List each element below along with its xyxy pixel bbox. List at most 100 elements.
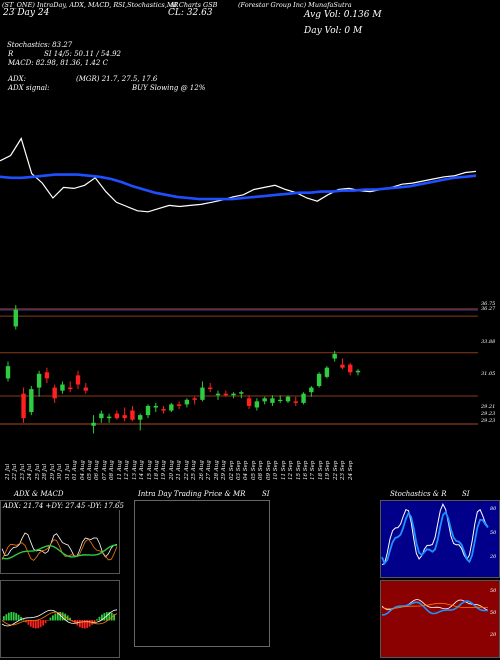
macd-histogram-bar: [39, 620, 42, 628]
candle-body: [184, 399, 190, 405]
adx-line: ADX:: [8, 75, 27, 83]
header-top-mid: SI,Stochastics,MR: [118, 1, 179, 9]
stoch-k-line: [381, 503, 489, 566]
macd-histogram-bar: [10, 612, 13, 621]
macd-histogram-bar: [69, 617, 71, 621]
candle-body: [161, 409, 166, 411]
macd-histogram-bar: [7, 612, 10, 621]
macd-histogram-bar: [88, 620, 91, 627]
ma-line-series: [0, 173, 477, 201]
macd-histogram-bar: [15, 613, 18, 621]
macd-histogram-bar: [59, 612, 62, 621]
candle-body: [122, 415, 127, 419]
macd-histogram-bar: [78, 620, 81, 628]
candle-body: [106, 416, 112, 419]
rsi-tick-label: 50: [490, 610, 497, 616]
candle-body: [278, 399, 283, 402]
price-label: 29.23: [481, 418, 496, 424]
candle-body: [231, 393, 236, 396]
macd-histogram-bar: [37, 620, 40, 629]
macd-histogram-bar: [22, 619, 25, 621]
adx-panel: ADX: 21.74 +DY: 27.45 -DY: 17.65: [0, 500, 124, 574]
macd-histogram-bar: [17, 614, 20, 621]
price-label: 36.75: [481, 301, 496, 307]
candle-body: [316, 373, 322, 387]
candle-body: [262, 398, 267, 402]
stoch-panel-si: SI: [462, 490, 470, 498]
candle-body: [52, 387, 57, 399]
candle-body: [138, 415, 143, 420]
candle-body: [21, 393, 26, 419]
avg-volume: Avg Vol: 0.136 M: [304, 10, 382, 20]
close-label: CL: 32.63: [168, 8, 213, 18]
candle-body: [91, 422, 96, 426]
macd-histogram-bar: [83, 620, 86, 629]
rsi-line-a: R: [8, 50, 14, 58]
macd-histogram-bar: [44, 620, 47, 624]
macd-histogram-bar: [71, 620, 74, 621]
adx-di-minus-line: [1, 538, 118, 561]
price-label: 36.27: [481, 306, 496, 312]
candle-body: [83, 387, 88, 391]
macd-histogram-bar: [113, 614, 116, 621]
macd-histogram-bar: [66, 615, 69, 621]
macd-histogram-bar: [93, 620, 96, 623]
macd-histogram-bar: [5, 614, 8, 621]
candle-body: [324, 367, 330, 377]
rsi-line-series: [381, 599, 489, 611]
adx-line-series: [1, 544, 117, 560]
macd-line: MACD: 82.98, 81.36, 1.42 C: [8, 59, 108, 67]
candle-body: [270, 398, 275, 403]
macd-histogram-bar: [105, 612, 108, 621]
candle-body: [332, 353, 337, 359]
stoch-line: Stochastics: 83.27: [7, 41, 73, 49]
macd-histogram-bar: [20, 616, 22, 621]
macd-histogram-bar: [86, 620, 89, 628]
candle-body: [130, 410, 135, 420]
candle-body: [176, 404, 182, 406]
header-top-right: (Forestar Group Inc) MunafaSutra: [238, 1, 352, 9]
price-label: 31.05: [481, 371, 496, 377]
header-top-left: (ST_ONE) IntraDay, ADX, MACD, R: [2, 1, 119, 9]
price-label: 29.21: [481, 404, 496, 410]
macd-histogram-bar: [61, 612, 64, 621]
candle-body: [99, 413, 104, 419]
macd-histogram-bar: [52, 615, 54, 621]
macd-histogram-bar: [47, 620, 49, 621]
macd-histogram-bar: [98, 616, 101, 621]
rsi-signal-series: [381, 602, 489, 610]
macd-panel: [0, 580, 120, 658]
intraday-panel-title: Intra Day Trading Price & MR: [138, 490, 246, 498]
price-label: 33.88: [481, 339, 496, 345]
candle-body: [301, 393, 306, 403]
candle-body: [223, 393, 228, 396]
candle-body: [36, 373, 42, 388]
rsi-tick-label: 50: [490, 588, 497, 594]
candle-body: [44, 372, 50, 379]
adx-di-plus-line: [1, 532, 118, 558]
stoch-tick-label: 50: [490, 530, 497, 536]
candle-body: [309, 387, 314, 393]
day-volume: Day Vol: 0 M: [304, 26, 363, 36]
macd-histogram-bar: [3, 616, 5, 621]
macd-histogram-bar: [103, 613, 106, 621]
candle-body: [200, 387, 205, 400]
intraday-panel: [134, 500, 270, 647]
macd-histogram-bar: [101, 614, 103, 621]
rsi-panel: [380, 580, 500, 658]
adx-panel-title: ADX & MACD: [14, 490, 64, 498]
rsi-line-b: SI 14/5: 50.11 / 54.92: [44, 50, 121, 58]
macd-histogram-bar: [56, 612, 59, 621]
candle-body: [246, 398, 252, 406]
mrsi-line-series: [381, 600, 489, 616]
candle-body: [169, 404, 174, 411]
candle-body: [60, 384, 65, 391]
macd-signal-series: [1, 611, 118, 626]
candle-body: [239, 392, 244, 394]
candle-body: [208, 387, 213, 390]
stoch-d-line: [381, 510, 489, 566]
price-line-series: [0, 137, 477, 213]
candle-body: [348, 364, 353, 373]
macd-histogram-bar: [49, 617, 52, 621]
